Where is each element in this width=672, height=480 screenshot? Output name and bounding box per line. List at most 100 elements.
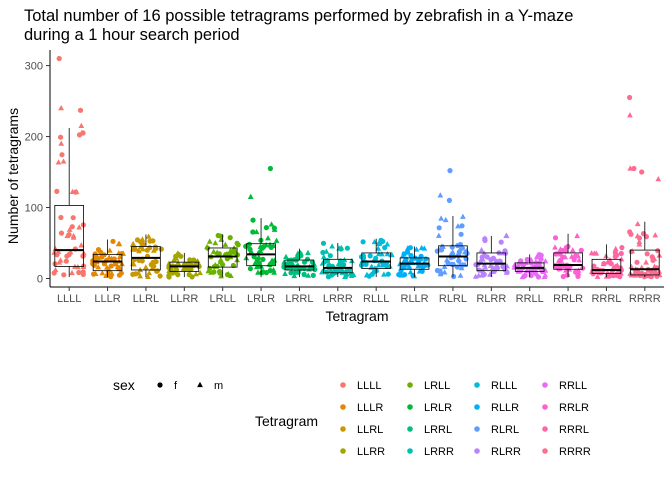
data-point <box>655 175 662 182</box>
data-point <box>591 263 597 269</box>
data-point <box>108 263 114 269</box>
data-point <box>112 261 118 267</box>
x-tick-label: RLLR <box>401 293 429 305</box>
data-point <box>627 112 633 118</box>
data-point <box>552 244 558 250</box>
data-point <box>158 246 164 252</box>
data-point <box>228 272 234 278</box>
x-tick-label: RLRR <box>476 293 506 305</box>
data-point <box>247 266 253 272</box>
data-point <box>458 264 465 271</box>
data-point <box>447 168 453 174</box>
data-point <box>297 249 304 256</box>
data-point <box>257 247 264 253</box>
data-point <box>58 104 64 111</box>
data-point <box>259 270 265 276</box>
data-point <box>320 240 327 246</box>
data-point <box>271 226 278 232</box>
data-point <box>147 238 153 244</box>
data-point <box>423 256 429 262</box>
data-point <box>511 261 518 268</box>
legend-tetragram-label: RRRR <box>559 446 591 458</box>
data-point <box>618 256 625 262</box>
data-point <box>247 193 254 199</box>
data-point <box>434 248 440 254</box>
data-point <box>649 254 655 260</box>
x-tick-label: LRLR <box>247 293 275 305</box>
x-tick-label: RRRL <box>591 293 621 305</box>
data-point <box>627 94 633 101</box>
data-point <box>569 247 576 253</box>
data-point <box>503 232 510 239</box>
data-point <box>482 264 489 270</box>
data-point <box>442 216 449 223</box>
data-point <box>601 261 607 267</box>
legend-tetragram-label: LRLR <box>424 402 452 414</box>
data-point <box>494 265 500 271</box>
data-point <box>217 270 223 276</box>
data-point <box>218 233 224 239</box>
data-point <box>398 272 405 278</box>
data-point <box>116 272 122 278</box>
y-tick-label: 100 <box>25 203 43 215</box>
legend-tetragram-key <box>407 448 413 454</box>
data-point <box>438 247 445 253</box>
x-tick-label: RLRL <box>439 293 467 305</box>
data-point <box>153 259 159 265</box>
data-point <box>480 272 486 278</box>
data-point <box>73 188 80 195</box>
data-point <box>634 220 641 227</box>
data-point <box>66 226 73 232</box>
data-point <box>173 255 180 261</box>
data-point <box>218 259 224 265</box>
legend-sex-label: m <box>214 380 223 392</box>
data-point <box>564 272 570 278</box>
data-point <box>144 247 150 253</box>
x-tick-label: RRRR <box>629 293 661 305</box>
box-iqr <box>630 249 660 276</box>
data-point <box>448 251 454 257</box>
data-point <box>375 250 382 257</box>
data-point <box>376 240 382 246</box>
data-point <box>76 269 82 276</box>
data-point <box>193 271 199 277</box>
data-point <box>538 252 544 258</box>
data-point <box>406 263 413 269</box>
chart-title-line1: Total number of 16 possible tetragrams p… <box>24 7 573 25</box>
chart-title-line2: during a 1 hour search period <box>24 26 240 44</box>
data-point <box>206 238 213 244</box>
legend-tetragram-label: RRLR <box>559 402 589 414</box>
data-point <box>171 256 177 262</box>
legend-tetragram-key <box>340 426 346 432</box>
data-point <box>61 272 67 278</box>
data-point <box>153 246 159 252</box>
data-point <box>310 272 316 278</box>
y-tick-label: 300 <box>25 61 43 73</box>
data-point <box>380 238 386 244</box>
data-point <box>533 253 540 260</box>
data-point <box>98 253 105 260</box>
legend-tetragram-key <box>407 382 413 388</box>
box-iqr <box>591 258 622 274</box>
data-point <box>342 273 348 279</box>
data-point <box>522 273 528 279</box>
x-tick-label: LLLL <box>57 293 81 305</box>
data-point <box>205 268 212 274</box>
x-tick-label: LLRL <box>133 293 159 305</box>
data-point <box>404 245 411 251</box>
data-point <box>457 272 464 278</box>
data-point <box>574 232 581 239</box>
data-point <box>301 271 307 277</box>
data-point <box>455 223 461 229</box>
data-point <box>267 165 273 172</box>
data-point <box>99 270 106 276</box>
data-point <box>55 159 62 165</box>
data-point <box>136 257 142 263</box>
data-point <box>446 197 452 203</box>
data-point <box>627 229 633 235</box>
data-point <box>58 140 65 146</box>
data-point <box>364 272 371 278</box>
data-point <box>175 261 182 267</box>
x-tick-label: RRLR <box>553 293 583 305</box>
data-point <box>56 55 62 62</box>
